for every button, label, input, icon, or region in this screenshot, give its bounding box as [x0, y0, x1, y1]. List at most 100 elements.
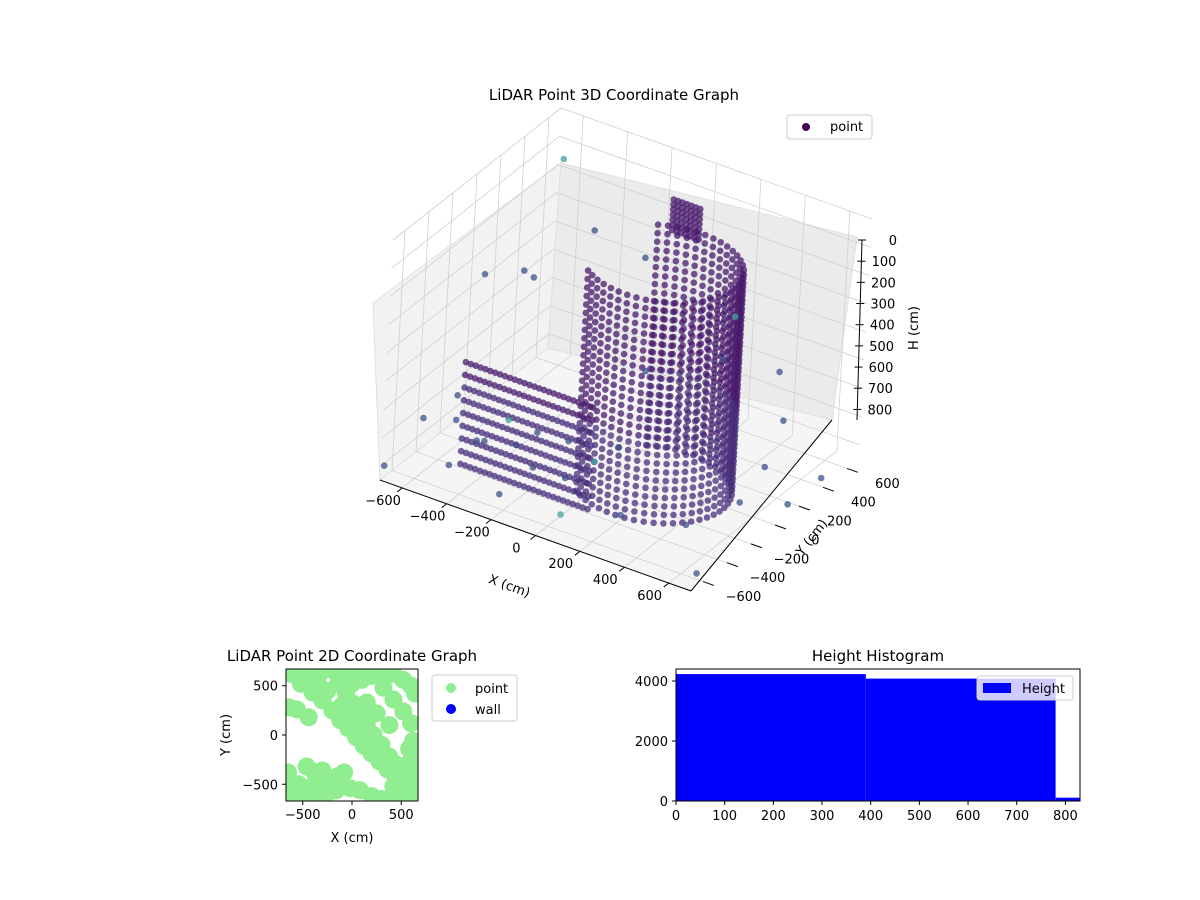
x-tick — [485, 519, 492, 524]
data-point-3d — [620, 350, 628, 358]
data-point-3d — [586, 314, 594, 321]
data-point-3d — [602, 386, 609, 393]
data-point-3d — [723, 366, 730, 373]
data-point-3d — [719, 319, 727, 327]
data-point-3d — [628, 387, 635, 395]
data-point-3d — [697, 205, 704, 213]
data-point-3d — [632, 474, 640, 481]
data-point-3d — [632, 302, 640, 310]
data-point-3d — [683, 242, 690, 250]
chart-3d: LiDAR Point 3D Coordinate Graph −600 −400… — [365, 86, 922, 605]
data-point-3d — [687, 330, 695, 337]
data-point-3d — [589, 475, 597, 483]
data-point-3d — [663, 239, 671, 246]
data-point-3d — [591, 458, 598, 466]
data-point-3d — [420, 414, 427, 422]
data-point-3d — [691, 253, 699, 261]
grid-line-x — [535, 163, 717, 536]
data-point-3d — [693, 570, 700, 577]
data-point-3d — [723, 447, 730, 454]
data-point-3d — [624, 455, 631, 462]
histogram-x-tick-label: 0 — [672, 809, 680, 824]
data-point-3d — [736, 499, 743, 506]
data-point-3d — [601, 394, 609, 402]
h-tick-label: 800 — [867, 403, 892, 418]
data-point-3d — [454, 392, 462, 399]
data-point-3d — [591, 327, 599, 334]
data-point-3d — [695, 226, 703, 233]
data-point-3d — [653, 468, 660, 476]
data-point-3d — [650, 297, 658, 305]
data-point-3d — [732, 313, 739, 320]
data-point-3d — [561, 474, 569, 482]
data-point-3d — [589, 404, 597, 411]
data-point-3d — [615, 296, 622, 304]
data-point-3d — [640, 338, 647, 346]
data-point-3d — [601, 403, 608, 410]
y-tick-label-2d: 500 — [253, 680, 278, 695]
data-point-3d — [690, 287, 697, 295]
data-point-3d — [593, 284, 601, 292]
data-point-3d — [578, 385, 585, 393]
data-point-3d — [703, 514, 711, 521]
data-point-3d — [698, 291, 706, 298]
data-point-3d — [693, 392, 700, 400]
data-point-3d — [584, 275, 591, 283]
data-point-3d — [784, 501, 791, 508]
h-tick-label: 300 — [870, 298, 895, 313]
data-point-3d — [690, 451, 697, 459]
data-point-3d — [701, 396, 708, 403]
data-point-3d — [642, 254, 649, 262]
data-point-3d — [662, 264, 669, 272]
data-point-3d — [600, 420, 607, 427]
data-point-3d — [670, 291, 678, 299]
data-point-3d — [688, 321, 695, 329]
data-point-3d — [600, 411, 608, 419]
chart-2d-title: LiDAR Point 2D Coordinate Graph — [227, 647, 477, 665]
data-point-3d — [709, 252, 716, 259]
data-point-3d — [614, 313, 621, 321]
h-tick-label: 400 — [870, 319, 895, 334]
chart-2d: LiDAR Point 2D Coordinate Graph −500 0 500… — [219, 647, 518, 846]
data-point-3d — [720, 311, 727, 318]
histogram-x-tick-label: 700 — [1004, 809, 1029, 824]
data-point-3d — [673, 420, 681, 428]
data-point-3d — [717, 370, 724, 377]
data-point-3d — [642, 367, 649, 375]
data-point-3d — [712, 477, 719, 485]
data-point-3d — [577, 483, 585, 491]
data-point-3d — [699, 438, 706, 446]
data-point-3d — [700, 413, 707, 420]
data-point-3d — [611, 356, 619, 363]
data-point-3d — [674, 403, 681, 411]
data-point-3d — [643, 424, 651, 432]
data-point-3d — [656, 366, 664, 374]
data-point-2d — [374, 678, 393, 697]
data-point-3d — [615, 452, 622, 460]
data-point-3d — [690, 270, 698, 278]
data-point-3d — [584, 267, 592, 274]
data-point-3d — [716, 499, 724, 507]
data-point-3d — [642, 304, 649, 312]
data-point-3d — [622, 316, 630, 324]
data-point-3d — [673, 240, 681, 248]
data-point-3d — [678, 327, 686, 335]
data-point-3d — [585, 480, 593, 488]
histogram-bar — [676, 674, 866, 801]
data-point-3d — [595, 365, 603, 373]
data-point-3d — [711, 349, 718, 356]
grid-line-x — [446, 131, 629, 505]
legend-3d-frame — [786, 114, 873, 140]
data-point-3d — [674, 395, 682, 403]
x-tick — [530, 535, 536, 540]
data-point-3d — [638, 381, 645, 388]
data-point-3d — [724, 332, 732, 340]
data-point-2d — [404, 731, 418, 750]
data-point-3d — [582, 309, 590, 317]
data-point-3d — [581, 407, 589, 415]
data-point-3d — [481, 270, 489, 278]
data-point-3d — [697, 499, 704, 507]
data-point-3d — [706, 433, 714, 441]
data-point-3d — [695, 231, 703, 238]
x-tick-label-2d: −500 — [285, 808, 321, 823]
